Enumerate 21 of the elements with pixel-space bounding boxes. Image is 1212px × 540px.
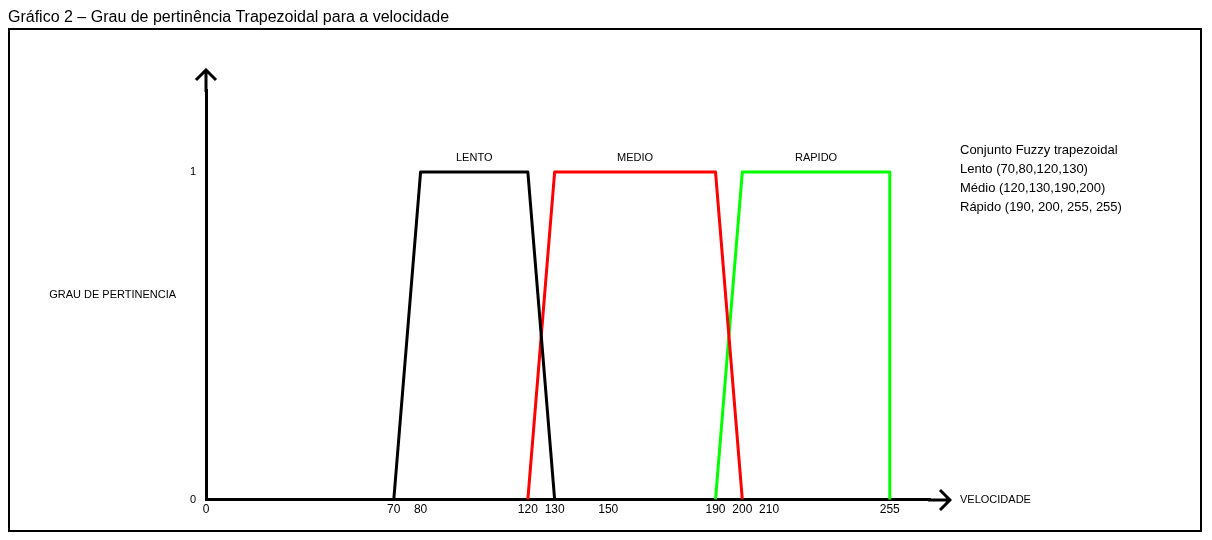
x-tick-label: 130	[544, 502, 565, 517]
chart-title: Gráfico 2 – Grau de pertinência Trapezoidal para a velocidade	[8, 8, 451, 26]
text: Lento (70,80,120,130)	[960, 160, 1088, 176]
x-axis-title: VELOCIDADE	[960, 492, 1031, 505]
x-tick-label: 255	[879, 502, 901, 517]
x-tick-label: 120	[517, 502, 539, 517]
text: Conjunto Fuzzy trapezoidal	[960, 141, 1118, 157]
x-tick-label: 80	[413, 502, 428, 517]
series-label: RAPIDO	[794, 151, 838, 164]
x-tick-label: 0	[202, 502, 210, 517]
x-tick-label: 150	[598, 502, 619, 517]
y-tick-label: 1	[189, 164, 197, 177]
x-tick-label: 70	[387, 502, 401, 517]
series-label: LENTO	[455, 151, 493, 164]
series-label: MEDIO	[617, 151, 654, 164]
x-tick-label: 190	[705, 502, 726, 517]
y-axis-title: GRAU DE PERTINENCIA	[49, 287, 177, 300]
text: Rápido (190, 200, 255, 255)	[960, 198, 1122, 214]
text: Médio (120,130,190,200)	[960, 179, 1106, 195]
x-tick-label: 210	[759, 502, 780, 517]
x-tick-label: 200	[732, 502, 753, 517]
